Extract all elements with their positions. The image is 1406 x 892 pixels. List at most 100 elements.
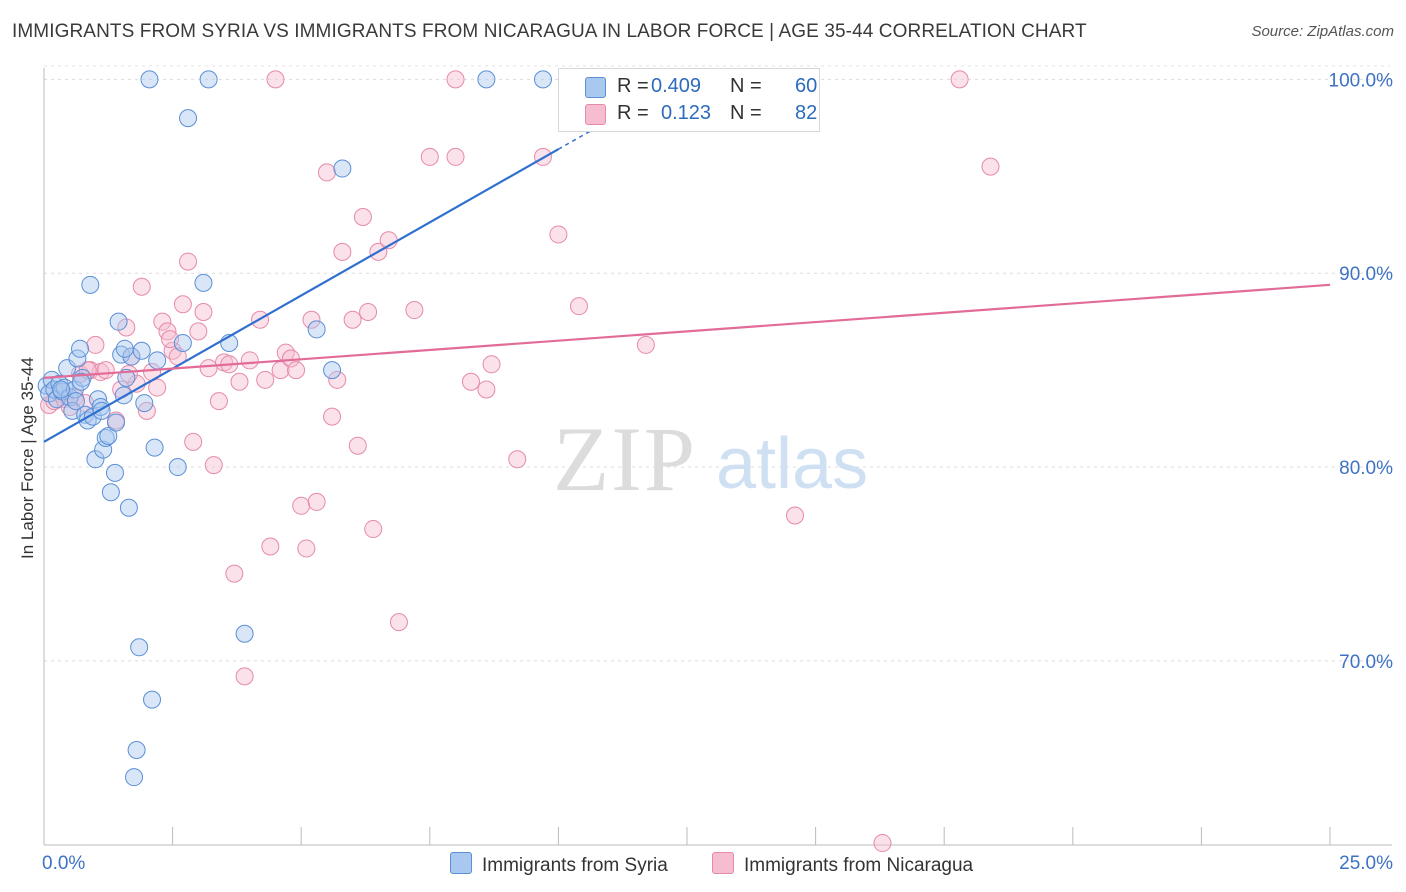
syria-point — [194, 273, 213, 292]
syria-point — [333, 159, 352, 178]
watermark-atlas: atlas — [716, 424, 868, 504]
syria-point — [145, 438, 164, 457]
nicaragua-point — [364, 520, 383, 539]
nicaragua-point — [981, 157, 1000, 176]
syria-point — [168, 458, 187, 477]
nicaragua-point — [461, 372, 480, 391]
syria-point — [107, 413, 126, 432]
syria-point — [533, 70, 552, 89]
syria-trend-line — [43, 148, 559, 443]
nicaragua-point — [292, 496, 311, 515]
syria-point — [135, 394, 154, 413]
syria-point — [132, 341, 151, 360]
nicaragua-point — [199, 359, 218, 378]
syria-point — [81, 275, 100, 294]
bottom-legend-nicaragua: Immigrants from Nicaragua — [712, 852, 973, 877]
nicaragua-legend-swatch — [712, 852, 734, 874]
nicaragua-r-value: 0.123 — [661, 102, 712, 124]
nicaragua-point — [359, 302, 378, 321]
watermark: ZIP atlas — [553, 408, 868, 510]
nicaragua-point — [786, 506, 805, 525]
nicaragua-point — [549, 225, 568, 244]
gridlines — [44, 65, 1390, 662]
nicaragua-point — [235, 667, 254, 686]
y-tick-label: 80.0% — [1339, 458, 1393, 479]
syria-point — [119, 498, 138, 517]
syria-point — [51, 380, 70, 399]
syria-point — [179, 109, 198, 128]
nicaragua-point — [328, 370, 347, 389]
nicaragua-point — [323, 407, 342, 426]
syria-point — [96, 428, 115, 447]
nicaragua-point — [225, 564, 244, 583]
trend-lines — [43, 119, 1331, 443]
nicaragua-point — [343, 310, 362, 329]
nicaragua-point — [950, 70, 969, 89]
syria-point — [99, 427, 118, 446]
nicaragua-point — [209, 392, 228, 411]
syria-point — [127, 741, 146, 760]
syria-legend-swatch — [450, 852, 472, 874]
nicaragua-point — [240, 351, 259, 370]
nicaragua-point — [405, 301, 424, 320]
nicaragua-point — [184, 432, 203, 451]
nicaragua-trend-line — [43, 283, 1331, 379]
nicaragua-point — [153, 312, 172, 331]
r-label: R = — [617, 102, 649, 124]
syria-point — [109, 312, 128, 331]
y-tick-label: 90.0% — [1339, 264, 1393, 285]
chart-title: IMMIGRANTS FROM SYRIA VS IMMIGRANTS FROM… — [12, 21, 1087, 42]
nicaragua-point — [302, 310, 321, 329]
nicaragua-point — [179, 252, 198, 271]
syria-point — [307, 320, 326, 339]
syria-point — [477, 70, 496, 89]
nicaragua-point — [266, 70, 285, 89]
nicaragua-point — [194, 302, 213, 321]
nicaragua-point — [636, 335, 655, 354]
bottom-legend-syria: Immigrants from Syria — [450, 852, 668, 877]
nicaragua-point — [446, 147, 465, 166]
syria-point — [199, 70, 218, 89]
syria-point — [72, 372, 91, 391]
nicaragua-point — [297, 539, 316, 558]
nicaragua-point — [389, 613, 408, 632]
syria-legend-label: Immigrants from Syria — [482, 855, 668, 876]
nicaragua-point — [446, 70, 465, 89]
nicaragua-point — [307, 492, 326, 511]
nicaragua-swatch — [585, 104, 606, 125]
nicaragua-point — [173, 295, 192, 314]
syria-point — [66, 392, 85, 411]
nicaragua-point — [482, 355, 501, 374]
nicaragua-point — [148, 378, 167, 397]
syria-points — [37, 70, 552, 787]
syria-point — [117, 368, 136, 387]
syria-point — [86, 450, 105, 469]
nicaragua-point — [204, 456, 223, 475]
nicaragua-point — [333, 242, 352, 261]
syria-point — [148, 351, 167, 370]
nicaragua-points — [40, 70, 1000, 853]
nicaragua-point — [256, 370, 275, 389]
source-label: Source: ZipAtlas.com — [1251, 23, 1394, 40]
nicaragua-point — [261, 537, 280, 556]
nicaragua-point — [348, 436, 367, 455]
watermark-zip: ZIP — [553, 408, 697, 510]
y-tick-label: 100.0% — [1329, 70, 1394, 91]
syria-point — [105, 463, 124, 482]
nicaragua-point — [86, 335, 105, 354]
nicaragua-point — [96, 361, 115, 380]
nicaragua-point — [569, 297, 588, 316]
nicaragua-point — [317, 163, 336, 182]
syria-point — [323, 361, 342, 380]
nicaragua-point — [189, 322, 208, 341]
correlation-legend: R = 0.409 N = 60 R = 0.123 N = 82 — [558, 68, 820, 132]
syria-point — [71, 339, 90, 358]
y-tick-label: 70.0% — [1339, 652, 1393, 673]
syria-point — [125, 768, 144, 787]
syria-point — [115, 339, 134, 358]
syria-point — [140, 70, 159, 89]
syria-point — [143, 690, 162, 709]
syria-swatch — [585, 77, 606, 98]
syria-point — [122, 347, 141, 366]
